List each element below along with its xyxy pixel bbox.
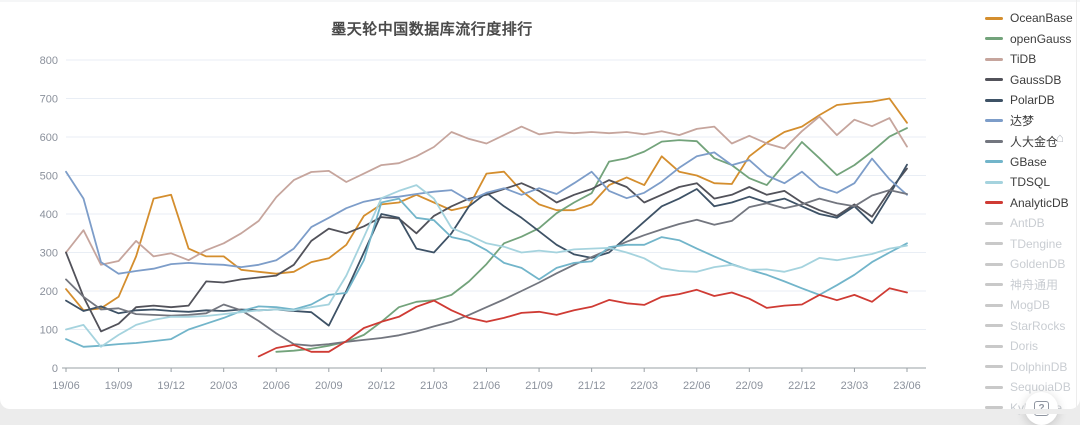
legend-swatch-icon [985,37,1003,41]
x-axis-tick-label: 21/03 [420,380,448,392]
legend-label: openGauss [1010,31,1072,46]
legend-item-达梦[interactable]: 达梦 [985,111,1080,132]
series-line-OceanBase[interactable] [65,97,908,312]
legend-swatch-icon [985,283,1003,287]
legend-item-DolphinDB[interactable]: DolphinDB [985,357,1080,378]
legend-swatch-icon [985,406,1003,410]
legend-swatch-icon [985,119,1003,123]
x-axis-tick-label: 22/03 [630,380,658,392]
x-axis-tick-label: 20/09 [315,380,343,392]
legend-item-PolarDB[interactable]: PolarDB [985,90,1080,111]
bottom-page-background [0,409,1080,414]
legend-label: GBase [1010,154,1047,169]
home-icon[interactable]: ⌂ [1056,130,1064,145]
legend-label: Doris [1010,339,1039,354]
legend-swatch-icon [985,324,1003,328]
legend-swatch-icon [985,139,1003,143]
legend-label: GaussDB [1010,72,1062,87]
chart-title: 墨天轮中国数据库流行度排行 [331,21,533,38]
legend-item-GaussDB[interactable]: GaussDB [985,70,1080,91]
y-axis-tick-label: 800 [40,55,58,67]
x-axis-tick-label: 22/09 [736,380,764,392]
series-line-TDSQL[interactable] [65,184,908,348]
series-line-TiDB[interactable] [65,115,908,266]
y-axis-tick-label: 200 [40,286,58,298]
legend-swatch-icon [985,262,1003,266]
legend-item-人大金仓[interactable]: 人大金仓 [985,131,1080,152]
y-axis-tick-label: 400 [40,209,58,221]
legend-label: 神舟通用 [1010,278,1059,293]
y-axis-tick-label: 100 [40,325,58,337]
line-chart-canvas[interactable]: 0 100 200 300 400 500 600 700 800 19/06 19/09 19/12… [0,0,940,414]
right-edge-divider [1076,0,1077,409]
legend-label: GoldenDB [1010,257,1066,272]
legend-label: 人大金仓 [1010,134,1059,149]
legend-item-GBase[interactable]: GBase [985,152,1080,173]
series-line-AnalyticDB[interactable] [257,287,908,358]
x-axis-tick-label: 19/12 [157,380,185,392]
x-axis-tick-label: 23/06 [893,380,921,392]
legend-label: DolphinDB [1010,359,1068,374]
legend-label: 达梦 [1010,114,1035,129]
x-axis-tick-label: 20/06 [262,380,290,392]
series-line-人大金仓[interactable] [65,189,908,347]
legend-swatch-icon [985,78,1003,82]
legend-item-Doris[interactable]: Doris [985,336,1080,357]
legend-item-TDSQL[interactable]: TDSQL [985,172,1080,193]
x-axis-tick-label: 22/06 [683,380,711,392]
x-axis-tick-label: 20/12 [368,380,396,392]
y-axis-tick-label: 700 [40,94,58,106]
legend-item-MogDB[interactable]: MogDB [985,295,1080,316]
legend-item-openGauss[interactable]: openGauss [985,29,1080,50]
series-line-GaussDB[interactable] [65,167,908,333]
legend-swatch-icon [985,201,1003,205]
x-axis-tick-label: 19/09 [105,380,133,392]
legend-item-AnalyticDB[interactable]: AnalyticDB [985,193,1080,214]
legend-label: TiDB [1010,52,1037,67]
legend-item-TDengine[interactable]: TDengine [985,234,1080,255]
y-axis-tick-label: 300 [40,248,58,260]
y-axis-tick-label: 500 [40,171,58,183]
legend-swatch-icon [985,242,1003,246]
legend-swatch-icon [985,303,1003,307]
legend-swatch-icon [985,16,1003,20]
legend-item-AntDB[interactable]: AntDB [985,213,1080,234]
x-axis-tick-label: 19/06 [52,380,80,392]
top-edge-divider [0,0,1080,2]
legend-swatch-icon [985,160,1003,164]
legend-label: MogDB [1010,298,1051,313]
legend-label: StarRocks [1010,318,1066,333]
legend-item-GoldenDB[interactable]: GoldenDB [985,254,1080,275]
chart-legend: OceanBase openGauss TiDB GaussDB PolarDB 达梦人大… [985,8,1080,418]
x-axis-tick-label: 20/03 [210,380,238,392]
x-axis-tick-label: 21/06 [473,380,501,392]
legend-item-TiDB[interactable]: TiDB [985,49,1080,70]
legend-swatch-icon [985,57,1003,61]
x-axis-tick-label: 21/12 [578,380,606,392]
legend-label: AnalyticDB [1010,195,1069,210]
legend-item-OceanBase[interactable]: OceanBase [985,8,1080,29]
legend-swatch-icon [985,221,1003,225]
legend-label: SequoiaDB [1010,380,1071,395]
legend-swatch-icon [985,385,1003,389]
legend-label: PolarDB [1010,93,1055,108]
x-axis-tick-label: 23/03 [841,380,869,392]
legend-swatch-icon [985,98,1003,102]
legend-swatch-icon [985,180,1003,184]
legend-item-StarRocks[interactable]: StarRocks [985,316,1080,337]
y-axis-tick-label: 600 [40,132,58,144]
x-axis-tick-label: 22/12 [788,380,816,392]
series-line-GBase[interactable] [65,197,908,348]
legend-swatch-icon [985,365,1003,369]
legend-swatch-icon [985,344,1003,348]
legend-item-神舟通用[interactable]: 神舟通用 [985,275,1080,296]
legend-label: TDSQL [1010,175,1051,190]
series-line-达梦[interactable] [65,151,908,275]
legend-label: AntDB [1010,216,1045,231]
x-axis-tick-label: 21/09 [525,380,553,392]
y-axis-tick-label: 0 [52,363,58,375]
legend-label: OceanBase [1010,11,1073,26]
legend-item-SequoiaDB[interactable]: SequoiaDB [985,377,1080,398]
legend-label: TDengine [1010,236,1063,251]
